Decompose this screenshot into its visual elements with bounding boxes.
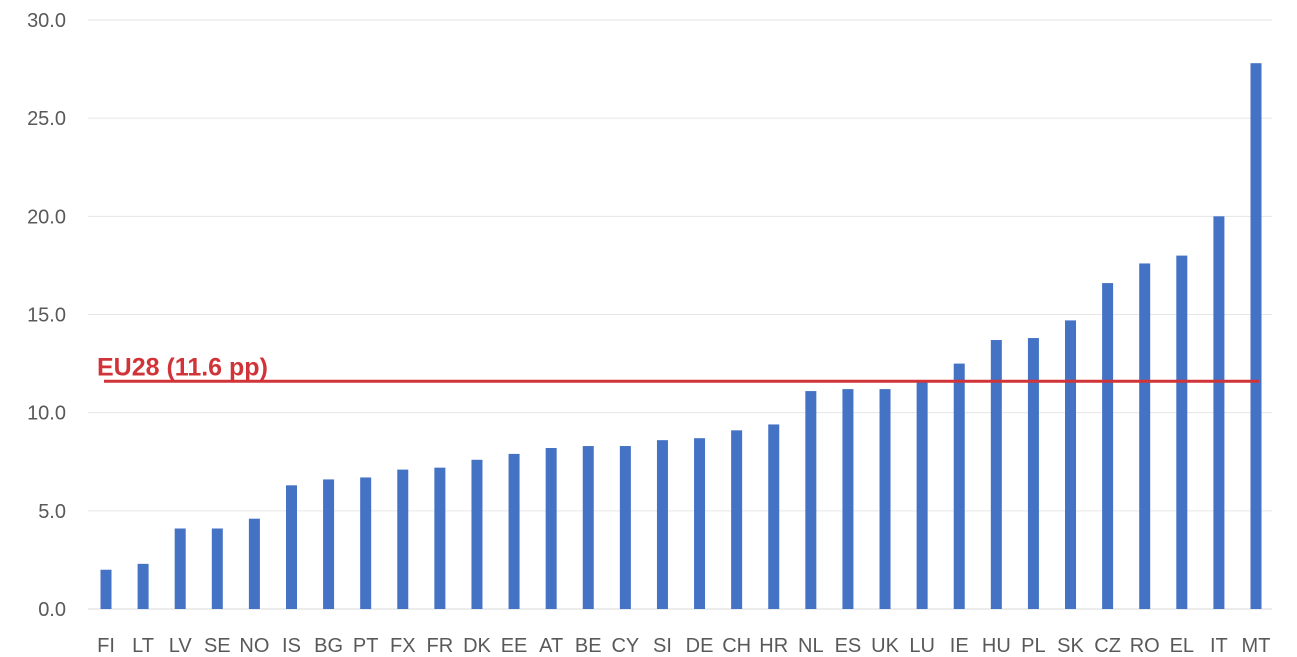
bar-ro: [1139, 263, 1151, 609]
x-tick-label: CZ: [1094, 635, 1121, 657]
bar-si: [656, 440, 668, 609]
bar-uk: [879, 389, 891, 609]
x-tick-label: AT: [539, 635, 563, 657]
gridlines: [88, 19, 1272, 610]
x-tick-label: EE: [501, 635, 528, 657]
bar-be: [582, 446, 594, 609]
x-tick-label: DE: [686, 635, 714, 657]
bar-ee: [508, 453, 520, 609]
bar-ie: [953, 363, 965, 609]
bar-lv: [174, 528, 186, 609]
bar-pl: [1027, 338, 1039, 609]
y-tick-label: 30.0: [27, 10, 66, 32]
x-tick-label: FR: [427, 635, 454, 657]
bar-fi: [100, 569, 112, 609]
x-tick-label: SI: [653, 635, 672, 657]
x-tick-label: RO: [1130, 635, 1160, 657]
bar-no: [248, 518, 260, 609]
y-tick-label: 25.0: [27, 108, 66, 130]
bar-fr: [434, 467, 446, 609]
bar-sk: [1065, 320, 1077, 609]
x-tick-label: LT: [132, 635, 154, 657]
bar-nl: [805, 391, 817, 609]
x-tick-label: EL: [1170, 635, 1194, 657]
bar-lt: [137, 563, 149, 609]
bar-dk: [471, 459, 483, 609]
bar-bg: [323, 479, 335, 609]
bar-cy: [619, 446, 631, 609]
x-tick-label: IT: [1210, 635, 1228, 657]
x-tick-label: LV: [169, 635, 193, 657]
x-tick-label: CY: [611, 635, 639, 657]
y-tick-label: 0.0: [38, 599, 66, 621]
x-tick-label: DK: [463, 635, 491, 657]
x-tick-label: HR: [759, 635, 788, 657]
bar-it: [1213, 216, 1225, 610]
bar-se: [211, 528, 223, 609]
y-tick-label: 20.0: [27, 206, 66, 228]
y-axis: 0.0 5.0 10.0 15.0 20.0 25.0 30.0: [27, 10, 66, 621]
x-tick-label: IE: [950, 635, 969, 657]
bar-el: [1176, 255, 1188, 609]
bar-es: [842, 389, 854, 609]
x-tick-label: LU: [909, 635, 935, 657]
bar-de: [694, 438, 706, 609]
y-tick-label: 10.0: [27, 403, 66, 425]
bar-cz: [1102, 283, 1114, 609]
bar-hr: [768, 424, 780, 609]
x-tick-label: MT: [1242, 635, 1271, 657]
x-tick-label: BE: [575, 635, 602, 657]
bar-at: [545, 448, 557, 609]
eu28-reference-label: EU28 (11.6 pp): [97, 353, 268, 381]
bar-fx: [397, 469, 409, 609]
y-tick-label: 15.0: [27, 305, 66, 327]
x-tick-label: SE: [204, 635, 231, 657]
x-tick-label: NL: [798, 635, 824, 657]
bar-lu: [916, 381, 928, 609]
reference-line-group: EU28 (11.6 pp): [97, 353, 1259, 383]
x-tick-label: FX: [390, 635, 416, 657]
x-tick-label: UK: [871, 635, 899, 657]
x-tick-label: FI: [97, 635, 115, 657]
y-tick-label: 5.0: [38, 501, 66, 523]
bar-pt: [360, 477, 372, 609]
x-tick-label: BG: [314, 635, 343, 657]
bar-hu: [990, 340, 1002, 609]
x-tick-label: HU: [982, 635, 1011, 657]
x-tick-label: IS: [282, 635, 301, 657]
bars: [100, 63, 1262, 610]
bar-is: [285, 485, 297, 609]
x-axis: FI LT LV SE NO IS BG PT FX FR DK EE AT BE CY SI DE CH HR NL…: [97, 635, 1270, 657]
x-tick-label: PT: [353, 635, 379, 657]
bar-mt: [1250, 63, 1262, 609]
x-tick-label: SK: [1057, 635, 1084, 657]
x-tick-label: ES: [835, 635, 862, 657]
x-tick-label: NO: [239, 635, 269, 657]
bar-ch: [731, 430, 743, 609]
x-tick-label: CH: [722, 635, 751, 657]
x-tick-label: PL: [1021, 635, 1045, 657]
